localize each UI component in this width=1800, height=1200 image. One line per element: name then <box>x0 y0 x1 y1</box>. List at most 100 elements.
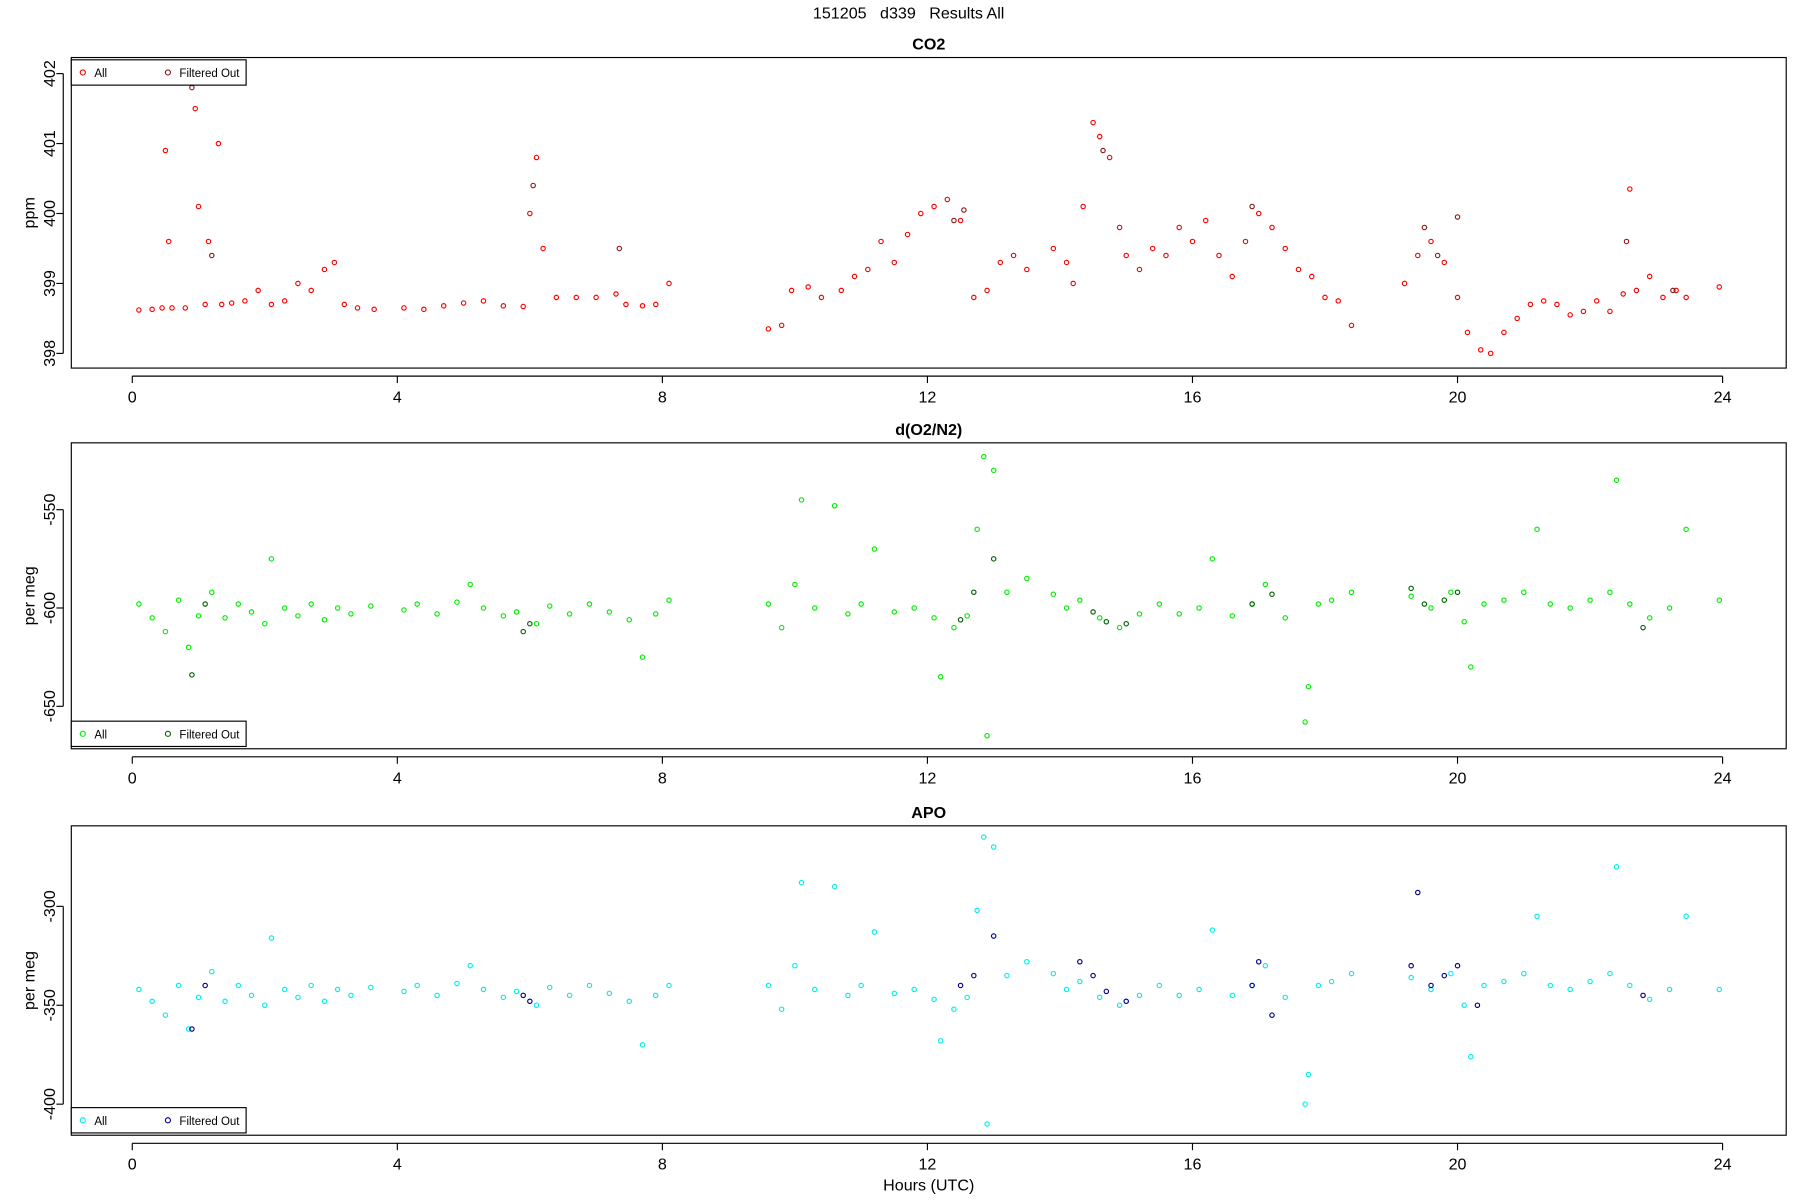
data-point <box>1229 273 1235 280</box>
data-point <box>1348 970 1355 977</box>
data-point <box>1487 350 1494 357</box>
data-point <box>1229 613 1235 619</box>
data-point <box>1282 615 1289 621</box>
data-point <box>918 210 924 217</box>
data-point <box>189 84 195 91</box>
data-point <box>1408 974 1414 981</box>
data-point <box>321 998 328 1005</box>
data-point <box>467 962 473 969</box>
data-point <box>964 613 970 619</box>
data-point <box>1096 615 1103 621</box>
legend-box <box>70 1107 247 1134</box>
data-point <box>831 883 838 890</box>
data-point <box>1477 347 1484 353</box>
data-point <box>295 280 301 287</box>
data-point <box>818 294 825 301</box>
data-point <box>159 305 165 311</box>
data-point <box>1640 992 1646 999</box>
data-point <box>185 1026 192 1032</box>
data-point <box>871 546 878 552</box>
data-point <box>666 597 672 603</box>
data-point <box>414 982 420 989</box>
data-point <box>613 291 619 297</box>
data-point <box>1627 601 1633 607</box>
x-tick-label: 24 <box>1714 769 1732 787</box>
data-point <box>165 238 172 245</box>
data-point <box>308 287 314 294</box>
data-point <box>765 326 772 332</box>
data-point <box>951 1006 957 1012</box>
data-point <box>1454 294 1461 301</box>
data-point <box>1116 224 1123 231</box>
data-point <box>845 611 851 617</box>
data-point <box>626 617 633 623</box>
data-point <box>209 589 215 596</box>
data-point <box>586 982 593 989</box>
data-point <box>1567 605 1573 611</box>
data-point <box>931 996 937 1003</box>
data-point <box>1640 624 1646 631</box>
data-point <box>1116 1002 1123 1009</box>
data-point <box>1077 978 1083 985</box>
data-point <box>202 301 208 308</box>
data-point <box>520 992 526 999</box>
data-point <box>1282 994 1289 1001</box>
data-point <box>540 245 546 252</box>
data-point <box>218 301 225 308</box>
data-point <box>401 988 407 995</box>
data-point <box>639 654 646 660</box>
data-point <box>1123 620 1129 627</box>
data-point <box>334 605 341 611</box>
data-point <box>1063 986 1070 993</box>
data-point <box>971 972 977 979</box>
y-tick-label: -350 <box>41 989 59 1021</box>
data-point <box>530 182 536 189</box>
data-point <box>1308 273 1315 280</box>
data-point <box>1428 605 1434 611</box>
data-point <box>1408 593 1414 599</box>
legend-label: Filtered Out <box>179 68 240 80</box>
x-tick-label: 20 <box>1449 389 1467 407</box>
data-point <box>195 994 202 1001</box>
data-point <box>1623 238 1630 245</box>
data-point <box>1481 982 1487 989</box>
data-point <box>1004 972 1010 979</box>
data-point <box>957 617 964 623</box>
data-point <box>1269 591 1275 597</box>
data-point <box>865 266 871 273</box>
data-point <box>368 603 374 609</box>
data-point <box>1249 601 1255 607</box>
data-point <box>798 879 805 886</box>
data-point <box>1567 312 1573 318</box>
x-tick-label: 12 <box>918 769 936 787</box>
data-point <box>460 300 467 306</box>
data-point <box>990 933 997 939</box>
data-point <box>626 998 633 1005</box>
data-point <box>1322 294 1328 301</box>
legend-label: Filtered Out <box>179 1116 240 1128</box>
data-point <box>1415 889 1421 896</box>
data-point <box>593 294 599 301</box>
data-point <box>1521 970 1527 977</box>
data-point <box>1646 273 1653 280</box>
data-point <box>1080 203 1086 210</box>
data-point <box>331 259 338 266</box>
data-point <box>546 603 553 609</box>
data-point <box>566 611 573 617</box>
data-point <box>440 303 447 309</box>
data-point <box>1176 992 1182 999</box>
legend-box <box>70 720 247 748</box>
data-point <box>838 287 845 294</box>
x-tick-label: 16 <box>1184 1156 1202 1174</box>
data-point <box>480 298 487 304</box>
x-tick-label: 4 <box>393 769 402 787</box>
data-point <box>1464 329 1471 336</box>
x-axis-label: Hours (UTC) <box>883 1176 974 1194</box>
data-point <box>1249 203 1255 210</box>
data-point <box>1077 597 1083 603</box>
data-point <box>1096 133 1103 140</box>
data-point <box>1024 575 1030 582</box>
data-point <box>1593 298 1600 304</box>
data-point <box>295 613 301 619</box>
data-point <box>1196 605 1202 611</box>
